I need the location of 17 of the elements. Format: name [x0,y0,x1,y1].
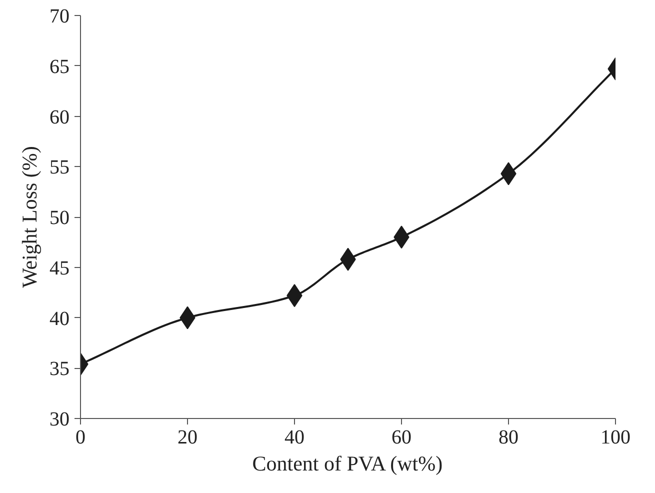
y-tick-label: 35 [50,358,70,380]
y-tick-label: 30 [50,408,70,430]
y-tick-label: 65 [50,56,70,78]
y-tick-label: 40 [50,308,70,330]
x-tick-label: 20 [178,426,198,448]
y-axis-title: Weight Loss (%) [18,146,42,288]
x-axis-title: Content of PVA (wt%) [252,452,443,476]
x-tick-label: 80 [498,426,518,448]
x-tick-label: 100 [600,426,630,448]
y-tick-label: 70 [50,6,70,28]
y-tick-label: 45 [50,257,70,280]
x-tick-label: 60 [392,426,412,448]
y-tick-label: 50 [50,207,70,229]
y-tick-label: 60 [50,106,70,128]
x-tick-label: 0 [76,426,86,448]
y-tick-label: 55 [50,156,70,179]
x-tick-label: 40 [284,426,304,448]
